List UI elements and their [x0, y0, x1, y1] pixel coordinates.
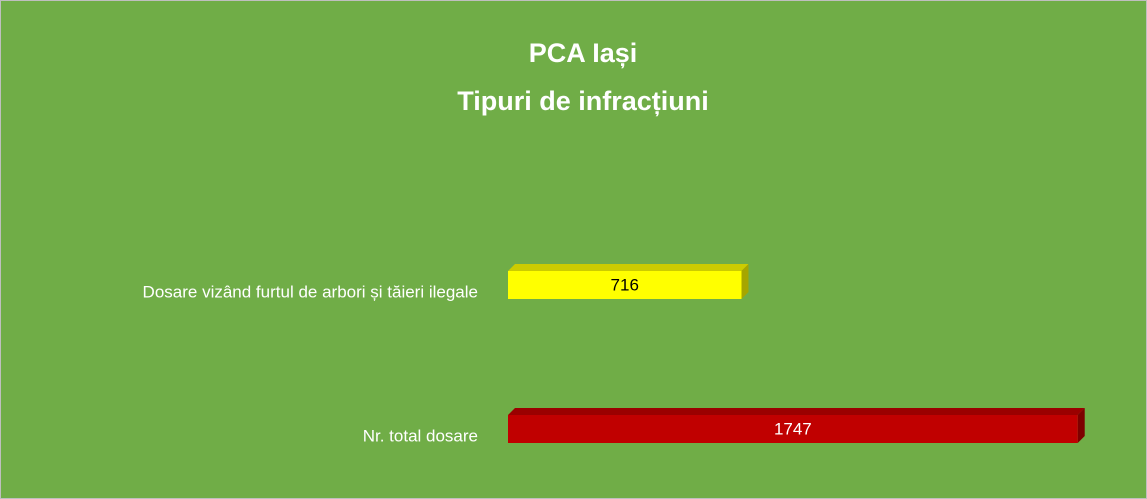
category-label: Dosare vizând furtul de arbori și tăieri… — [143, 282, 478, 301]
bar — [508, 408, 1085, 443]
chart-title: PCA Iași — [529, 38, 638, 68]
data-label: 1747 — [774, 419, 812, 438]
data-label: 716 — [611, 275, 639, 294]
bar-top — [508, 264, 749, 271]
bar-top — [508, 408, 1085, 415]
bar-side — [741, 264, 749, 299]
bar-front — [508, 415, 1078, 443]
bar — [508, 264, 749, 299]
chart-subtitle: Tipuri de infracțiuni — [457, 86, 709, 116]
bar-front — [508, 271, 742, 299]
category-label: Nr. total dosare — [363, 426, 478, 445]
bar-side — [1077, 408, 1085, 443]
